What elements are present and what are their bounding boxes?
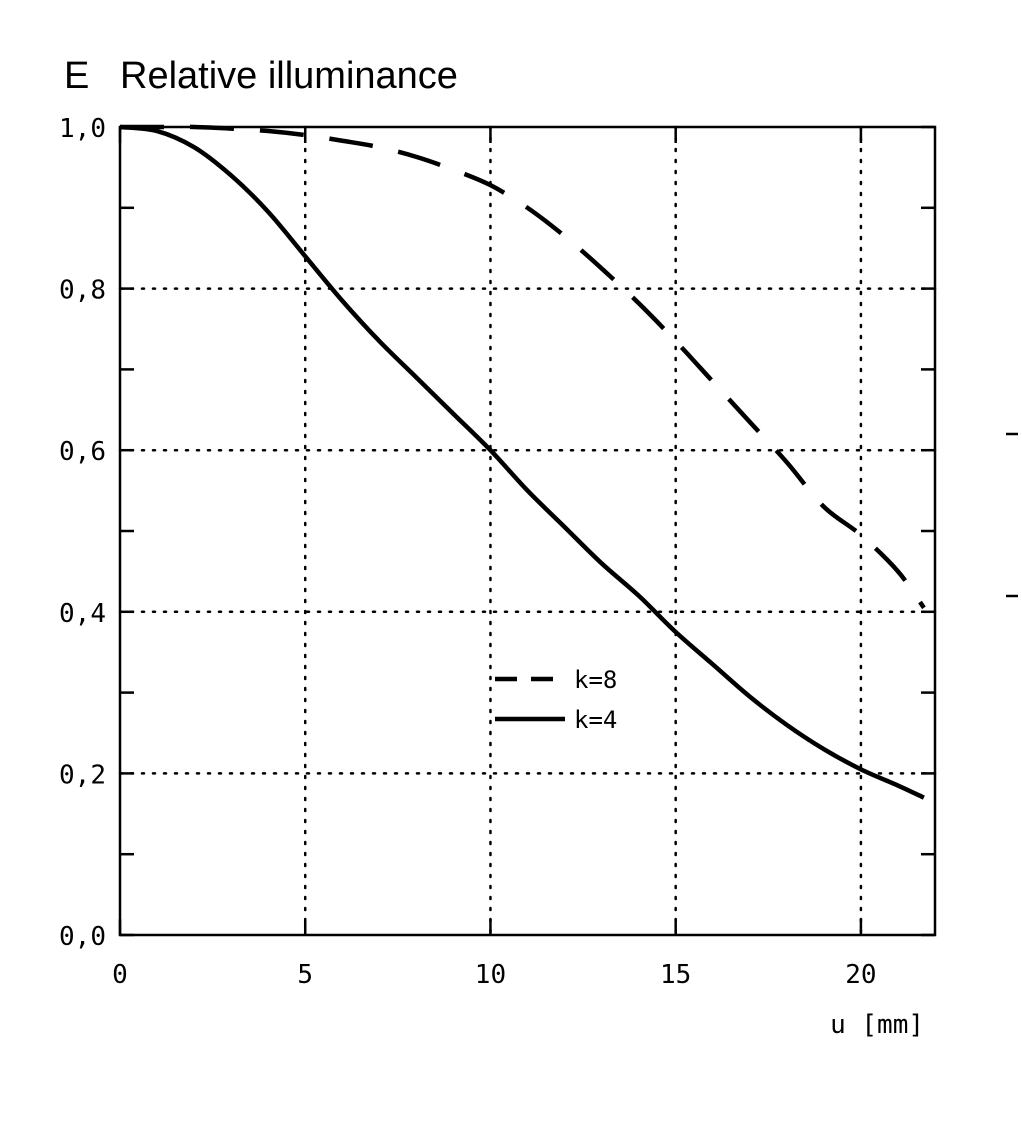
legend-label: k=8 <box>574 666 617 694</box>
y-tick-label: 0,4 <box>59 599 106 629</box>
legend-label: k=4 <box>574 706 617 734</box>
y-tick-label: 0,0 <box>59 922 106 952</box>
axes-layer: 0,0 0,2 0,4 0,6 0,8 1,0 0 5 10 15 20 <box>59 114 937 990</box>
chart-title: Relative illuminance <box>120 55 458 97</box>
legend: k=8k=4 <box>495 666 617 734</box>
edge-marks <box>1006 432 1018 598</box>
series-line-k8 <box>120 124 926 610</box>
x-tick-label: 0 <box>112 960 128 990</box>
series-layer <box>119 124 926 800</box>
x-tick-label: 15 <box>660 960 691 990</box>
x-tick-label: 10 <box>475 960 506 990</box>
y-tick-label: 0,2 <box>59 760 106 790</box>
plot-frame <box>118 125 937 937</box>
x-tick-label: 5 <box>297 960 313 990</box>
y-tick-label: 0,8 <box>59 276 106 306</box>
y-axis-label: E <box>64 55 89 97</box>
y-tick-label: 0,6 <box>59 437 106 467</box>
series-line-k4 <box>119 124 925 800</box>
x-tick-label: 20 <box>845 960 876 990</box>
x-axis-label: u [mm] <box>830 1010 924 1040</box>
grid-layer <box>118 125 937 937</box>
y-tick-label: 1,0 <box>59 114 106 144</box>
